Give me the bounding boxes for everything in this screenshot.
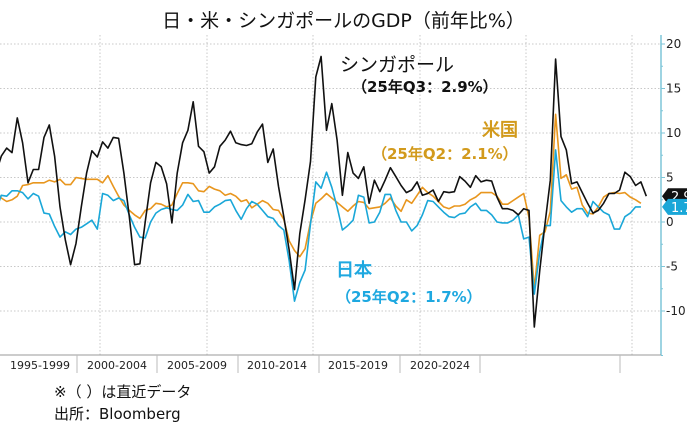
y-tick-label: 10 — [666, 126, 681, 140]
y-tick-label: 5 — [666, 171, 674, 185]
x-tick-label: 1995-1999 — [10, 359, 70, 372]
x-tick-label: 2020-2024 — [410, 359, 470, 372]
y-tick-label: 0 — [666, 215, 674, 229]
x-tick-label: 2005-2009 — [167, 359, 227, 372]
source-note: 出所：Bloomberg — [54, 405, 181, 423]
japan-latest-badge-text: 1.7 — [671, 201, 687, 216]
chart-title: 日・米・シンガポールのGDP（前年比%） — [162, 10, 525, 32]
y-tick-label: -10 — [666, 304, 686, 318]
series-lines — [0, 55, 648, 328]
singapore-line — [0, 55, 648, 328]
singapore-latest-label: （25年Q3：2.9%） — [352, 78, 498, 96]
x-tick-label: 2015-2019 — [328, 359, 388, 372]
axes: 20 15 10 5 0 -5 -10 1995-1999 2000-2004 2005-2009… — [0, 35, 686, 373]
japan-latest-badge-shape — [662, 198, 687, 215]
y-tick-label: 15 — [666, 82, 681, 96]
singapore-label: シンガポール — [340, 54, 455, 76]
y-tick-label: -5 — [666, 260, 678, 274]
us-line — [0, 113, 642, 290]
japan-latest-badge: 1.7 — [662, 198, 687, 216]
y-tick-label: 20 — [666, 37, 681, 51]
x-tick-label: 2010-2014 — [247, 359, 307, 372]
us-label: 米国 — [482, 120, 518, 141]
us-latest-label: （25年Q2：2.1%） — [372, 145, 518, 163]
japan-line — [0, 149, 641, 303]
japan-latest-label: （25年Q2：1.7%） — [336, 288, 482, 306]
gridlines — [0, 35, 661, 355]
x-tick-label: 2000-2004 — [87, 359, 147, 372]
footnote: ※（ ）は直近データ — [54, 383, 192, 401]
japan-label: 日本 — [336, 260, 372, 281]
latest-value-badges: 2.91.7 — [662, 188, 687, 216]
